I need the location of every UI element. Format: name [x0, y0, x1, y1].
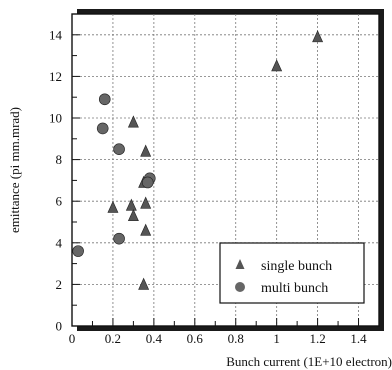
- y-tick-label: 6: [56, 194, 63, 209]
- tick-marks: [72, 34, 360, 326]
- x-tick-label: 0.8: [228, 331, 244, 346]
- single-bunch-point: [127, 209, 139, 222]
- y-tick-label: 12: [49, 69, 62, 84]
- multi-bunch-point: [141, 176, 154, 189]
- y-tick-labels: 0 2 4 6 8 10 12 14: [49, 27, 63, 333]
- x-axis-label: Bunch current (1E+10 electron): [226, 354, 392, 369]
- x-tick-label: 1.4: [350, 331, 367, 346]
- legend-label-multi-bunch: multi bunch: [261, 281, 328, 296]
- y-tick-label: 10: [49, 111, 62, 126]
- single-bunch-point: [312, 30, 324, 43]
- x-tick-label: 0: [69, 331, 76, 346]
- multi-bunch-point: [113, 232, 125, 245]
- x-tick-label: 0.6: [187, 331, 204, 346]
- y-tick-label: 14: [49, 27, 63, 42]
- legend-triangle-marker: [235, 259, 245, 269]
- x-tick-label: 1: [273, 331, 280, 346]
- single-bunch-point: [140, 223, 152, 236]
- single-bunch-point: [107, 200, 119, 213]
- legend-box: [219, 242, 365, 304]
- single-bunch-point: [138, 277, 150, 290]
- single-bunch-point: [127, 115, 139, 128]
- x-tick-label: 0.4: [146, 331, 163, 346]
- y-axis-label: emittance (pi mm.mrad): [7, 107, 22, 233]
- single-bunch-point: [140, 144, 152, 157]
- multi-bunch-point: [98, 93, 111, 106]
- x-tick-label: 0.2: [105, 331, 121, 346]
- data-points: [72, 30, 324, 290]
- multi-bunch-point: [72, 245, 84, 257]
- y-tick-label: 4: [56, 235, 63, 250]
- multi-bunch-point: [113, 143, 125, 155]
- y-tick-label: 8: [56, 152, 63, 167]
- single-bunch-point: [271, 59, 283, 72]
- multi-bunch-point: [96, 122, 109, 135]
- legend-circle-marker: [235, 282, 245, 292]
- x-tick-label: 1.2: [309, 331, 325, 346]
- single-bunch-point: [140, 196, 152, 209]
- legend: single bunch multi bunch: [219, 242, 365, 304]
- y-tick-label: 0: [56, 319, 63, 334]
- legend-label-single-bunch: single bunch: [261, 259, 332, 274]
- x-tick-labels: 0 0.2 0.4 0.6 0.8 1 1.2 1.4: [69, 331, 367, 346]
- single-bunch-point: [125, 198, 137, 211]
- y-tick-label: 2: [56, 277, 63, 292]
